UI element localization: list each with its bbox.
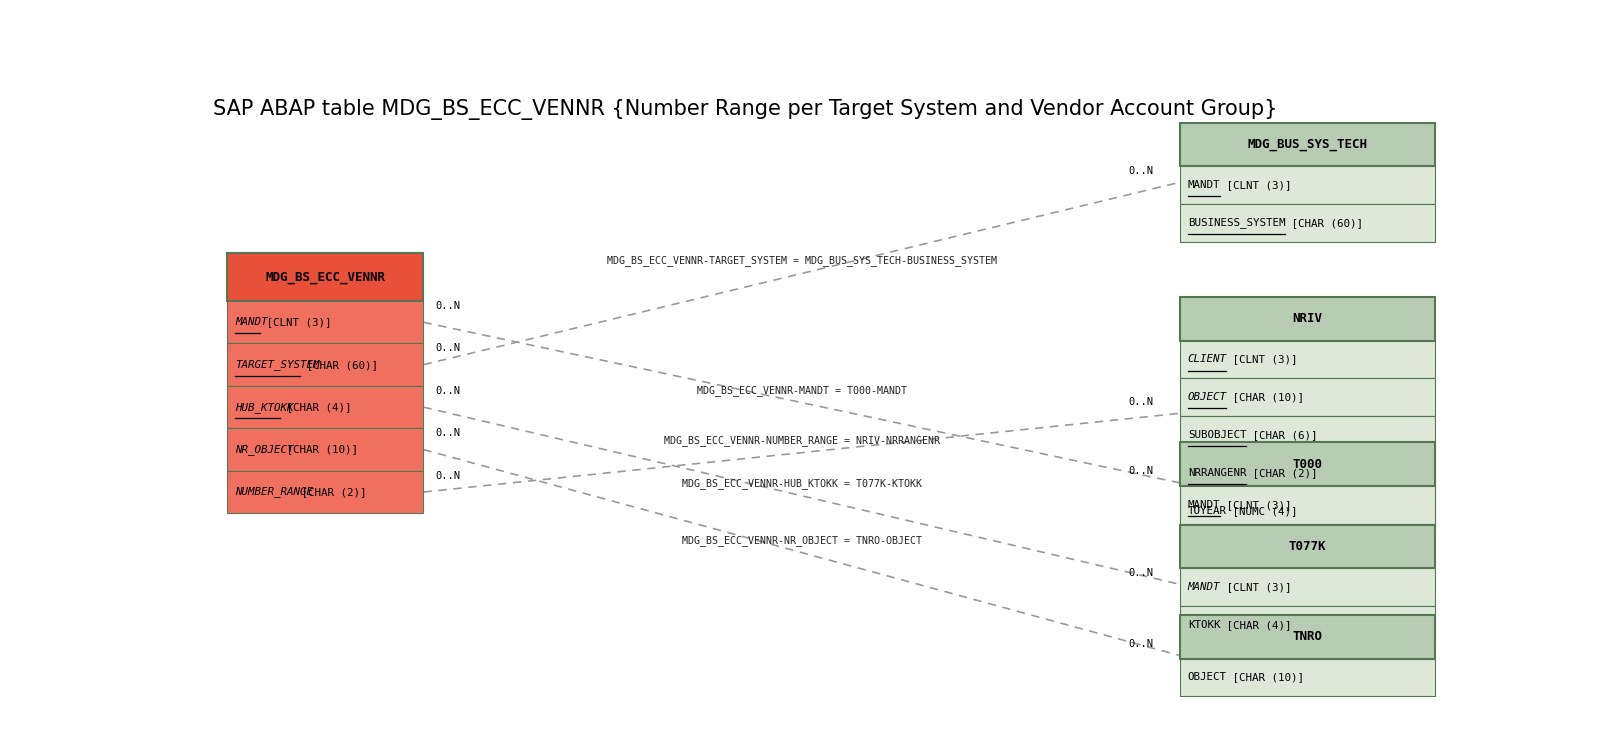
Text: [CLNT (3)]: [CLNT (3)] [1220,582,1292,593]
Text: 0..N: 0..N [1129,639,1153,649]
Text: [CLNT (3)]: [CLNT (3)] [1226,355,1298,365]
Text: OBJECT: OBJECT [1188,673,1226,683]
FancyBboxPatch shape [1180,454,1434,492]
Text: 0..N: 0..N [435,428,461,439]
Text: MDG_BS_ECC_VENNR: MDG_BS_ECC_VENNR [266,271,386,284]
Text: [CLNT (3)]: [CLNT (3)] [259,317,331,327]
FancyBboxPatch shape [227,471,423,513]
FancyBboxPatch shape [1180,525,1434,569]
Text: [CHAR (10)]: [CHAR (10)] [280,445,357,455]
Text: [CHAR (6)]: [CHAR (6)] [1246,430,1318,440]
Text: 0..N: 0..N [1129,396,1153,407]
FancyBboxPatch shape [1180,166,1434,204]
Text: [CHAR (2)]: [CHAR (2)] [1246,468,1318,478]
Text: 0..N: 0..N [1129,568,1153,578]
Text: [CHAR (4)]: [CHAR (4)] [1220,620,1292,630]
FancyBboxPatch shape [227,301,423,344]
Text: NRRANGENR: NRRANGENR [1188,468,1246,478]
Text: MDG_BS_ECC_VENNR-MANDT = T000-MANDT: MDG_BS_ECC_VENNR-MANDT = T000-MANDT [696,385,906,396]
FancyBboxPatch shape [1180,615,1434,658]
Text: MANDT: MANDT [1188,582,1220,593]
FancyBboxPatch shape [227,386,423,428]
FancyBboxPatch shape [227,254,423,301]
Text: NR_OBJECT: NR_OBJECT [235,444,293,455]
Text: [CLNT (3)]: [CLNT (3)] [1220,500,1292,510]
Text: SAP ABAP table MDG_BS_ECC_VENNR {Number Range per Target System and Vendor Accou: SAP ABAP table MDG_BS_ECC_VENNR {Number … [213,100,1278,120]
Text: TARGET_SYSTEM: TARGET_SYSTEM [235,359,319,370]
Text: CLIENT: CLIENT [1188,355,1226,365]
Text: MANDT: MANDT [1188,500,1220,510]
Text: 0..N: 0..N [1129,467,1153,476]
Text: SUBOBJECT: SUBOBJECT [1188,430,1246,440]
Text: BUSINESS_SYSTEM: BUSINESS_SYSTEM [1188,217,1286,228]
Text: NRIV: NRIV [1292,313,1322,325]
FancyBboxPatch shape [1180,297,1434,341]
Text: MDG_BUS_SYS_TECH: MDG_BUS_SYS_TECH [1247,138,1367,151]
Text: MANDT: MANDT [235,317,267,327]
Text: OBJECT: OBJECT [1188,393,1226,402]
Text: HUB_KTOKK: HUB_KTOKK [235,402,293,412]
FancyBboxPatch shape [1180,442,1434,486]
Text: KTOKK: KTOKK [1188,620,1220,630]
FancyBboxPatch shape [1180,658,1434,696]
Text: [CHAR (60)]: [CHAR (60)] [1284,218,1362,228]
Text: TOYEAR: TOYEAR [1188,506,1226,516]
FancyBboxPatch shape [1180,378,1434,416]
Text: MDG_BS_ECC_VENNR-TARGET_SYSTEM = MDG_BUS_SYS_TECH-BUSINESS_SYSTEM: MDG_BS_ECC_VENNR-TARGET_SYSTEM = MDG_BUS… [607,255,997,267]
Text: MANDT: MANDT [1188,180,1220,190]
Text: [NUMC (4)]: [NUMC (4)] [1226,506,1298,516]
Text: MDG_BS_ECC_VENNR-NUMBER_RANGE = NRIV-NRRANGENR: MDG_BS_ECC_VENNR-NUMBER_RANGE = NRIV-NRR… [664,435,940,445]
Text: MDG_BS_ECC_VENNR-HUB_KTOKK = T077K-KTOKK: MDG_BS_ECC_VENNR-HUB_KTOKK = T077K-KTOKK [682,478,922,488]
FancyBboxPatch shape [1180,569,1434,606]
FancyBboxPatch shape [1180,492,1434,529]
Text: [CHAR (4)]: [CHAR (4)] [280,402,351,412]
Text: 0..N: 0..N [435,386,461,396]
FancyBboxPatch shape [1180,416,1434,454]
FancyBboxPatch shape [227,428,423,471]
Text: MDG_BS_ECC_VENNR-NR_OBJECT = TNRO-OBJECT: MDG_BS_ECC_VENNR-NR_OBJECT = TNRO-OBJECT [682,535,922,546]
Text: 0..N: 0..N [1129,165,1153,175]
FancyBboxPatch shape [1180,486,1434,524]
Text: T000: T000 [1292,458,1322,470]
Text: [CHAR (2)]: [CHAR (2)] [295,487,367,497]
Text: 0..N: 0..N [435,301,461,311]
FancyBboxPatch shape [227,344,423,386]
Text: [CHAR (10)]: [CHAR (10)] [1226,673,1305,683]
FancyBboxPatch shape [1180,122,1434,166]
Text: [CHAR (60)]: [CHAR (60)] [299,359,378,370]
FancyBboxPatch shape [1180,606,1434,644]
Text: 0..N: 0..N [435,344,461,353]
Text: T077K: T077K [1289,540,1326,553]
FancyBboxPatch shape [1180,204,1434,242]
Text: NUMBER_RANGE: NUMBER_RANGE [235,486,312,498]
Text: TNRO: TNRO [1292,630,1322,643]
Text: [CHAR (10)]: [CHAR (10)] [1226,393,1305,402]
Text: 0..N: 0..N [435,471,461,481]
FancyBboxPatch shape [1180,341,1434,378]
Text: [CLNT (3)]: [CLNT (3)] [1220,180,1292,190]
